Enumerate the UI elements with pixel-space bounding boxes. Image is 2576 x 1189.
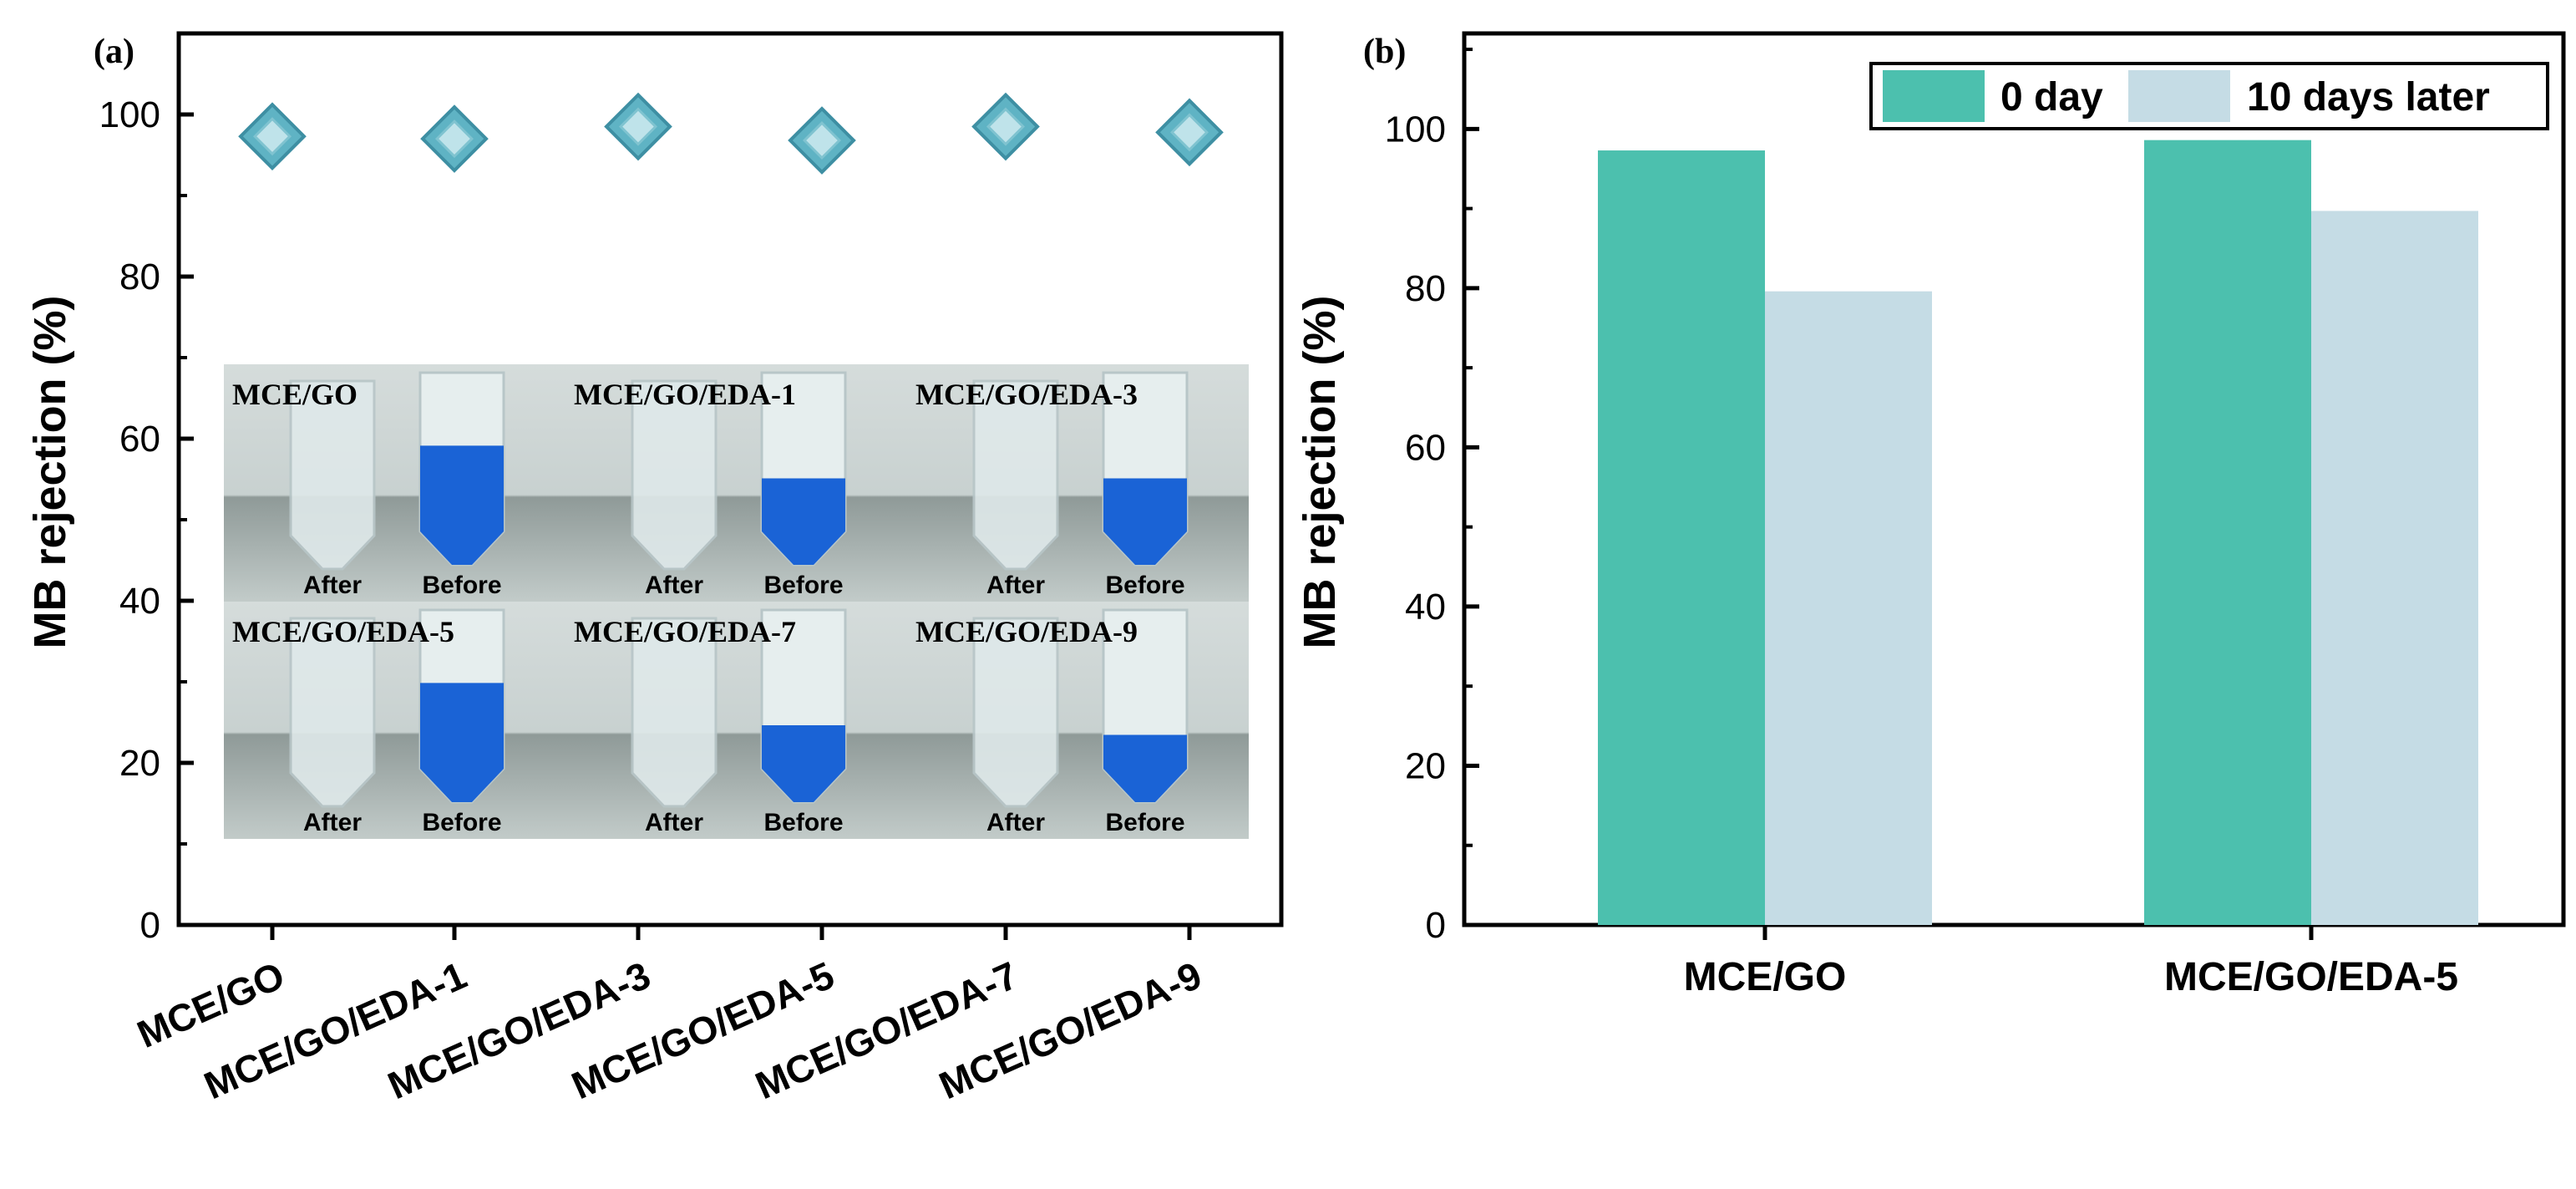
y-tick-label: 40 xyxy=(119,581,160,622)
photo-background xyxy=(224,364,565,602)
blue-solution xyxy=(762,478,845,565)
inset-photo-label: MCE/GO/EDA-3 xyxy=(915,378,1138,411)
x-tick-label: MCE/GO xyxy=(1684,955,1847,999)
before-label: Before xyxy=(763,809,843,836)
blue-solution xyxy=(420,683,504,802)
legend-swatch-0-day xyxy=(1883,70,1985,122)
y-tick-label: 80 xyxy=(1405,268,1446,309)
data-point-marker xyxy=(1155,98,1224,167)
inset-photo-label: MCE/GO xyxy=(232,378,357,411)
diamond-marker-inner xyxy=(986,107,1026,146)
after-tube xyxy=(289,617,376,808)
after-label: After xyxy=(303,572,362,599)
inset-photo-label: MCE/GO/EDA-9 xyxy=(915,615,1138,648)
panel-b-legend: 0 day 10 days later xyxy=(1869,62,2549,130)
blue-solution xyxy=(1103,478,1187,565)
legend-label-0-day: 0 day xyxy=(2000,75,2103,119)
inset-photo: MCE/GO/EDA-1 After Before xyxy=(565,364,907,602)
before-label: Before xyxy=(422,809,501,836)
inset-photo-label: MCE/GO/EDA-7 xyxy=(574,615,796,648)
y-tick-label: 100 xyxy=(1385,109,1446,150)
panel-a-markers xyxy=(238,92,1224,175)
panel-b-x-axis: MCE/GO MCE/GO/EDA-5 xyxy=(1684,925,2458,999)
before-label: Before xyxy=(763,572,843,599)
y-tick-label: 100 xyxy=(99,94,160,135)
photo-background xyxy=(907,602,1249,839)
y-tick-label: 40 xyxy=(1405,587,1446,628)
panel-a-y-axis: 0 20 40 60 80 100 xyxy=(99,94,194,946)
diamond-marker-inner xyxy=(252,117,292,156)
bar-0-day xyxy=(1598,150,1765,925)
panel-b-y-axis-title: MB rejection (%) xyxy=(1295,295,1345,648)
blue-solution xyxy=(420,445,504,565)
y-tick-label: 60 xyxy=(119,419,160,460)
photo-background xyxy=(565,602,907,839)
panel-a-label: (a) xyxy=(94,33,134,71)
data-point-marker xyxy=(788,106,856,175)
panel-b: (b) 0 20 40 60 80 100 MCE/GO MCE/GO/EDA-5 MB r… xyxy=(1295,31,2566,999)
after-tube xyxy=(289,379,376,571)
inset-photo-label: MCE/GO/EDA-1 xyxy=(574,378,796,411)
diamond-marker-inner xyxy=(802,121,842,160)
after-label: After xyxy=(645,809,703,836)
blue-solution xyxy=(1103,734,1187,802)
data-point-marker xyxy=(238,102,307,171)
y-tick-label: 0 xyxy=(1426,905,1446,946)
inset-photo: MCE/GO/EDA-5 After Before xyxy=(224,602,565,839)
panel-a-y-axis-title: MB rejection (%) xyxy=(25,295,75,648)
after-tube xyxy=(972,617,1059,808)
y-tick-label: 0 xyxy=(140,905,160,946)
data-point-marker xyxy=(604,92,672,161)
panel-b-plot-frame xyxy=(1462,31,2566,927)
diamond-marker-inner xyxy=(434,119,474,159)
inset-photo: MCE/GO After Before xyxy=(224,364,565,602)
after-label: After xyxy=(986,572,1045,599)
inset-photo: MCE/GO/EDA-3 After Before xyxy=(907,364,1249,602)
y-tick-label: 60 xyxy=(1405,427,1446,468)
inset-photo-label: MCE/GO/EDA-5 xyxy=(232,615,454,648)
photo-background xyxy=(224,602,565,839)
panel-a-plot-frame xyxy=(176,31,1284,927)
data-point-marker xyxy=(420,104,489,173)
after-tube xyxy=(972,379,1059,571)
x-tick-label: MCE/GO/EDA-5 xyxy=(2164,955,2458,999)
y-tick-label: 80 xyxy=(119,257,160,297)
inset-photo: MCE/GO/EDA-7 After Before xyxy=(565,602,907,839)
panel-b-bars xyxy=(1598,140,2478,925)
bar-0-day xyxy=(2144,140,2311,925)
inset-photo: MCE/GO/EDA-9 After Before xyxy=(907,602,1249,839)
diamond-marker-inner xyxy=(1169,113,1209,152)
after-tube xyxy=(631,617,718,808)
after-tube xyxy=(631,379,718,571)
after-label: After xyxy=(303,809,362,836)
blue-solution xyxy=(762,725,845,802)
bar-10-days-later xyxy=(2311,211,2478,925)
bar-10-days-later xyxy=(1765,291,1932,925)
data-point-marker xyxy=(971,92,1040,161)
panel-b-label: (b) xyxy=(1363,33,1406,71)
panel-b-y-axis: 0 20 40 60 80 100 xyxy=(1385,48,1479,946)
y-tick-label: 20 xyxy=(1405,745,1446,786)
before-label: Before xyxy=(422,572,501,599)
after-label: After xyxy=(645,572,703,599)
before-label: Before xyxy=(1105,809,1184,836)
diamond-marker-inner xyxy=(618,107,658,146)
before-label: Before xyxy=(1105,572,1184,599)
photo-background xyxy=(565,364,907,602)
panel-a-x-axis: MCE/GOMCE/GO/EDA-1MCE/GO/EDA-3MCE/GO/EDA… xyxy=(130,925,1208,1107)
after-label: After xyxy=(986,809,1045,836)
legend-label-10-days: 10 days later xyxy=(2247,75,2490,119)
y-tick-label: 20 xyxy=(119,743,160,784)
photo-background xyxy=(907,364,1249,602)
inset-photo-grid: MCE/GO After Before MCE/GO/EDA-1 After Before… xyxy=(224,364,1249,839)
legend-swatch-10-days xyxy=(2128,70,2230,122)
